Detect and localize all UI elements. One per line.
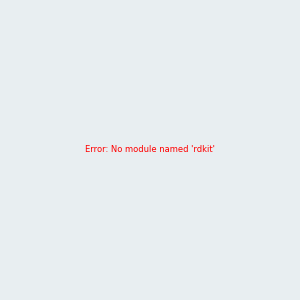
- Text: Error: No module named 'rdkit': Error: No module named 'rdkit': [85, 146, 215, 154]
